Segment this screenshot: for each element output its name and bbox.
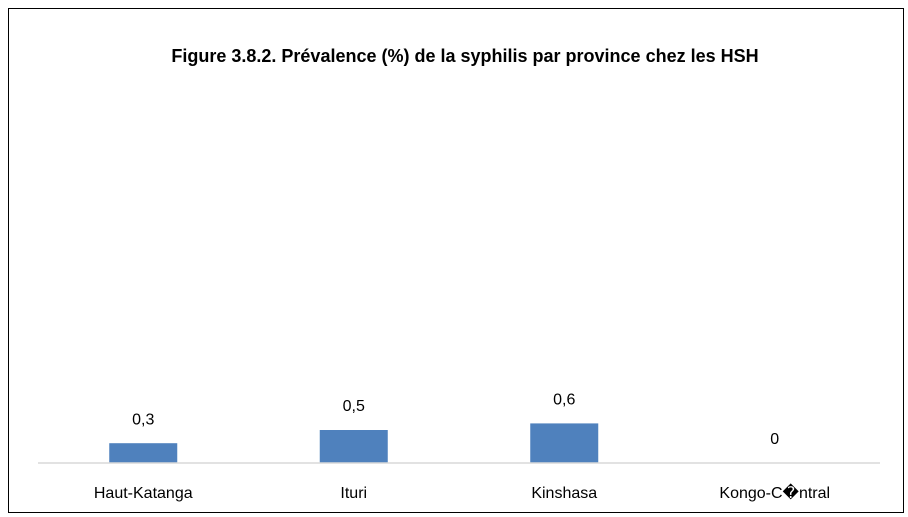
value-label: 0,3 bbox=[132, 411, 154, 428]
x-tick-label: Ituri bbox=[340, 485, 367, 502]
x-tick-label: Kinshasa bbox=[531, 485, 597, 502]
bar bbox=[109, 443, 178, 463]
x-tick-label: Haut-Katanga bbox=[94, 485, 193, 502]
chart-frame bbox=[8, 8, 904, 513]
bar bbox=[530, 423, 599, 463]
value-label: 0 bbox=[770, 431, 779, 448]
bar bbox=[319, 430, 388, 463]
chart-title: Figure 3.8.2. Prévalence (%) de la syphi… bbox=[171, 46, 759, 66]
value-label: 0,5 bbox=[343, 398, 365, 415]
x-tick-label: Kongo-C�ntral bbox=[719, 483, 830, 502]
value-label: 0,6 bbox=[553, 392, 575, 409]
